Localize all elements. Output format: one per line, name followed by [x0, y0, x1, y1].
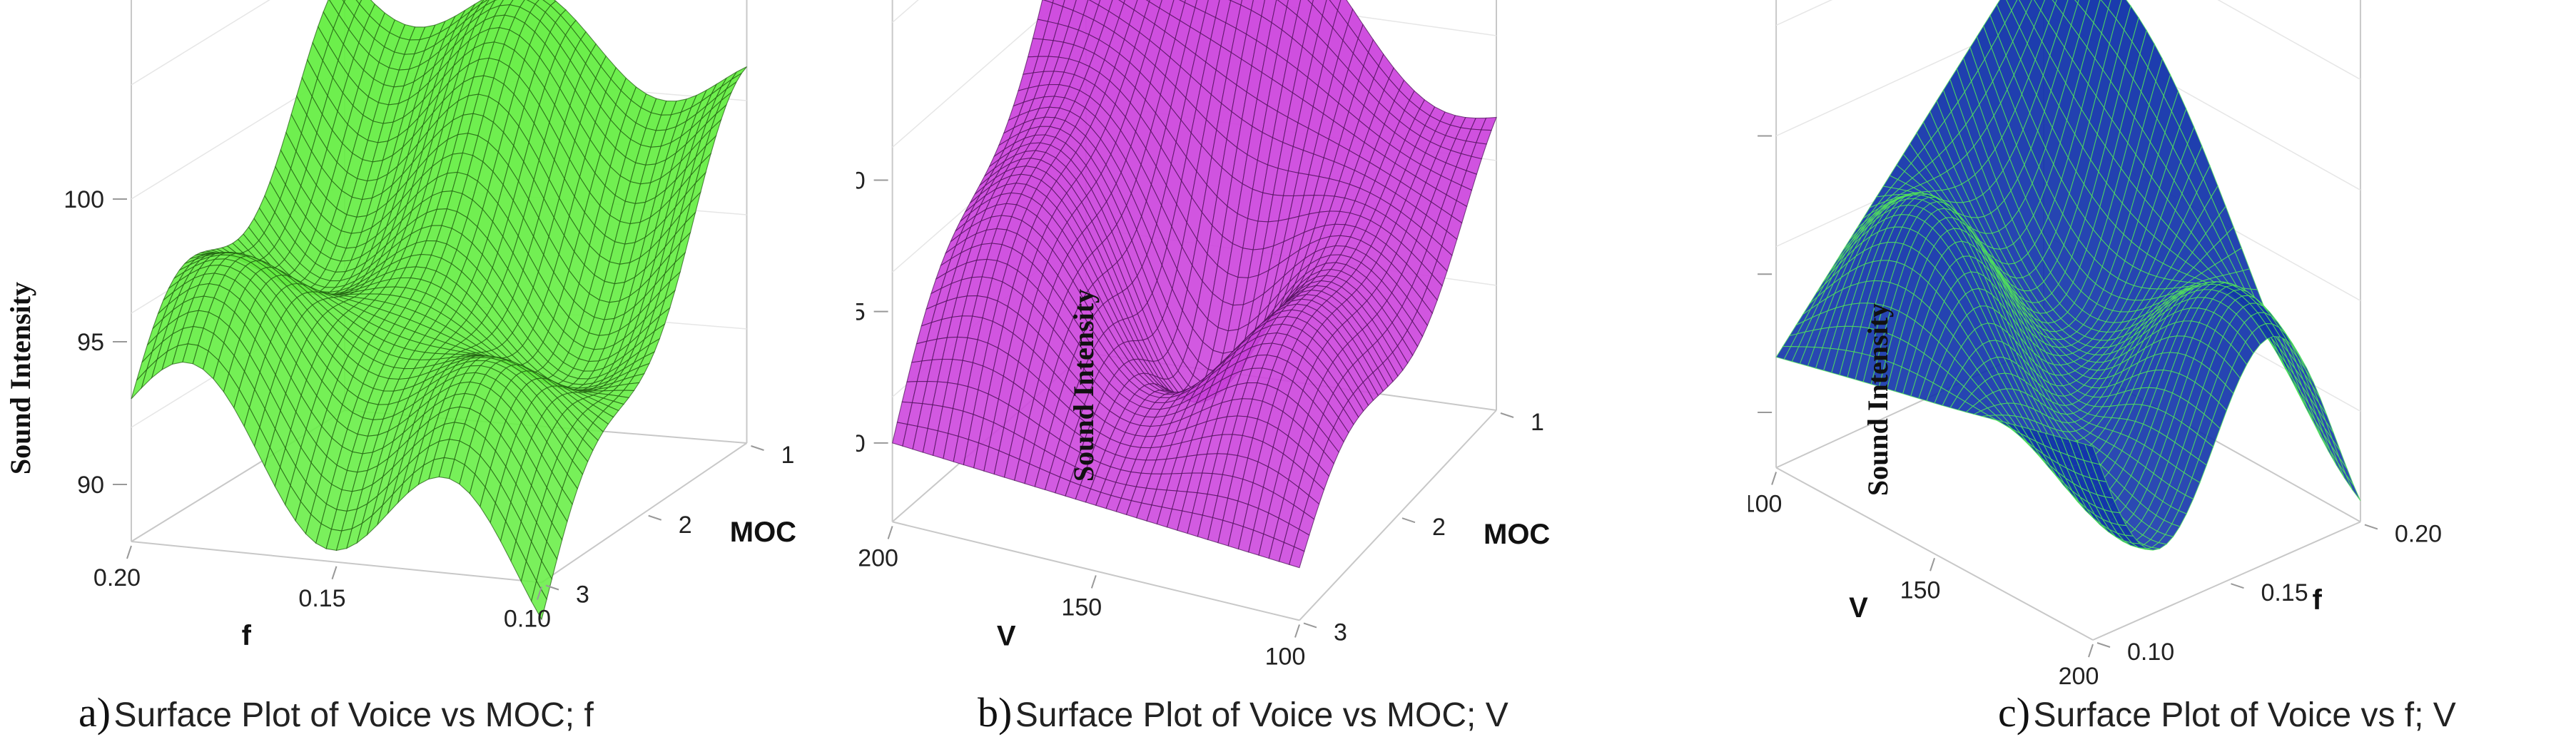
- caption-b: b) Surface Plot of Voice vs MOC; V: [978, 689, 1508, 736]
- z-axis-label: Sound Intensity: [1068, 289, 1100, 482]
- surface-plot-a: 90 95 100 Sound Intensity 0.20 0.15 0.10 f 1 2 3 MO…: [0, 0, 856, 752]
- y-tick-mark: [1303, 622, 1317, 629]
- y-tick-mark: [1401, 517, 1416, 524]
- grid-line: [1775, 0, 1833, 26]
- x-tick-mark: [1771, 472, 1778, 485]
- z-tick-label: 90: [856, 430, 866, 457]
- grid-line: [131, 0, 270, 86]
- y-axis-label: MOC: [730, 517, 796, 548]
- x-tick-label: 150: [1900, 576, 1941, 604]
- y-tick-mark: [545, 584, 559, 591]
- z-tick-label: 90: [77, 472, 104, 499]
- y-tick-label: 2: [679, 512, 692, 539]
- x-tick-label: 0.15: [298, 585, 345, 612]
- x-tick-label: 0.20: [93, 564, 141, 591]
- y-tick-label: 3: [576, 581, 589, 609]
- x-axis-label: V: [997, 621, 1016, 652]
- x-tick-label: 100: [1265, 643, 1306, 670]
- surface-plot-b: 90 95 100 Sound Intensity 200 150 100 V 1 2 3 MOC b…: [856, 0, 1748, 752]
- x-tick-label: 200: [858, 544, 898, 571]
- box-edge: [1775, 467, 2094, 641]
- box-edge: [1299, 410, 1497, 621]
- y-tick-label: 1: [781, 442, 795, 469]
- surface-plot-c-svg: 90 95 100 Sound Intensity 100 150 200 V 0.20 0.15…: [1748, 0, 2442, 686]
- caption-b-title: Surface Plot of Voice vs MOC; V: [1015, 696, 1508, 734]
- surface-mesh-a: [131, 0, 747, 621]
- surface-cell: [531, 579, 547, 621]
- box-edge: [541, 442, 748, 584]
- surface-cell: [1289, 546, 1305, 569]
- z-tick-label: 90: [1748, 400, 1749, 427]
- y-tick-mark: [2364, 524, 2378, 530]
- z-tick-label: 100: [856, 167, 866, 194]
- x-axis-label: V: [1849, 592, 1868, 624]
- surface-cell: [355, 0, 362, 5]
- y-tick-label: 0.10: [2127, 639, 2174, 666]
- axis-ticks-c: 90 95 100 Sound Intensity 100 150 200 V 0.20 0.15…: [1748, 123, 2442, 686]
- x-tick-mark: [1930, 557, 1935, 571]
- surface-mesh-c: [1775, 0, 2361, 551]
- z-axis-label: Sound Intensity: [1862, 303, 1894, 496]
- x-tick-mark: [1090, 575, 1097, 589]
- surface-cell: [2345, 474, 2361, 502]
- z-tick-label: 95: [77, 329, 104, 356]
- caption-b-letter: b): [978, 689, 1013, 736]
- y-tick-mark: [2096, 642, 2111, 648]
- y-tick-label: 0.15: [2261, 579, 2308, 606]
- surface-plot-c: 90 95 100 Sound Intensity 100 150 200 V 0.20 0.15…: [1748, 0, 2576, 752]
- x-tick-mark: [887, 526, 893, 539]
- surface-mesh-b: [891, 0, 1497, 569]
- y-axis-label: f: [2312, 584, 2322, 616]
- z-tick-label: 100: [64, 186, 104, 213]
- x-tick-mark: [2088, 644, 2094, 658]
- surface-cell: [2084, 443, 2101, 465]
- y-tick-mark: [751, 445, 764, 451]
- x-tick-label: 100: [1748, 491, 1782, 518]
- x-tick-mark: [1294, 624, 1300, 638]
- axis-ticks-a: 90 95 100 Sound Intensity 0.20 0.15 0.10 f 1 2 3 MO…: [4, 186, 796, 651]
- z-tick-label: 95: [1748, 261, 1749, 288]
- x-tick-label: 0.10: [504, 606, 551, 633]
- x-tick-label: 150: [1061, 594, 1102, 621]
- z-axis-label: Sound Intensity: [4, 282, 36, 474]
- caption-c: c) Surface Plot of Voice vs f; V: [1998, 689, 2456, 736]
- y-tick-mark: [1500, 412, 1514, 418]
- caption-a-title: Surface Plot of Voice vs MOC; f: [113, 696, 594, 734]
- caption-c-title: Surface Plot of Voice vs f; V: [2033, 696, 2456, 734]
- surface-plot-a-svg: 90 95 100 Sound Intensity 0.20 0.15 0.10 f 1 2 3 MO…: [4, 0, 796, 651]
- y-tick-label: 3: [1334, 619, 1347, 646]
- y-axis-label: MOC: [1484, 519, 1550, 550]
- y-tick-label: 1: [1531, 409, 1544, 436]
- y-tick-mark: [648, 514, 662, 521]
- z-tick-label: 95: [856, 299, 866, 326]
- x-tick-mark: [331, 566, 338, 580]
- x-tick-mark: [537, 586, 542, 600]
- x-tick-label: 200: [2059, 663, 2099, 685]
- x-tick-mark: [126, 545, 132, 559]
- caption-a: a) Surface Plot of Voice vs MOC; f: [78, 689, 594, 736]
- caption-a-letter: a): [78, 689, 111, 736]
- y-tick-label: 0.20: [2395, 520, 2442, 547]
- surface-plot-b-svg: 90 95 100 Sound Intensity 200 150 100 V 1 2 3 MOC: [856, 0, 1550, 670]
- box-edge: [2092, 521, 2361, 641]
- box-edge: [892, 521, 1300, 621]
- y-tick-label: 2: [1432, 514, 1446, 541]
- axis-ticks-b: 90 95 100 Sound Intensity 200 150 100 V 1 2 3 MOC: [856, 167, 1550, 670]
- caption-c-letter: c): [1998, 689, 2031, 736]
- grid-line: [2217, 0, 2361, 81]
- z-tick-label: 100: [1748, 123, 1749, 151]
- box-edge: [131, 541, 542, 584]
- y-tick-mark: [2231, 583, 2244, 589]
- x-axis-label: f: [242, 620, 252, 651]
